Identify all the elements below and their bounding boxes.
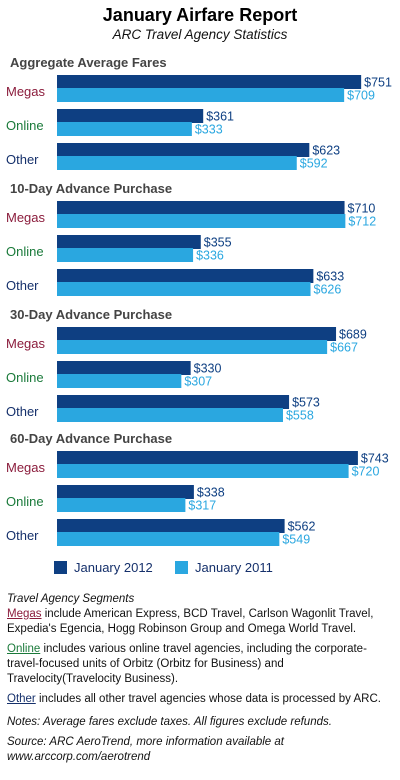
megas-note-text: include American Express, BCD Travel, Ca… <box>7 608 374 635</box>
online-note-text: includes various online travel agencies,… <box>7 643 367 685</box>
bar-30-day-advance-purchase-megas-january-2012 <box>57 327 337 341</box>
data-label-60-day-advance-purchase-megas-january-2012: $743 <box>361 452 389 466</box>
bar-60-day-advance-purchase-online-january-2011 <box>57 498 186 512</box>
data-label-10-day-advance-purchase-online-january-2011: $336 <box>196 249 224 263</box>
megas-note-name: Megas <box>7 608 42 620</box>
bar-chart: Aggregate Average Fares Megas $751$709 Onli… <box>6 55 392 575</box>
data-label-aggregate-average-fares-online-january-2012: $361 <box>206 110 234 124</box>
bar-60-day-advance-purchase-online-january-2012 <box>57 485 194 499</box>
bar-aggregate-average-fares-online-january-2012 <box>57 109 204 123</box>
segments-heading: Travel Agency Segments <box>7 593 135 605</box>
legend-label-january-2011: January 2011 <box>195 560 273 575</box>
bar-aggregate-average-fares-megas-january-2012 <box>57 75 362 89</box>
group-title-aggregate-average-fares: Aggregate Average Fares <box>10 55 167 70</box>
bar-60-day-advance-purchase-megas-january-2011 <box>57 464 349 478</box>
bar-30-day-advance-purchase-megas-january-2011 <box>57 340 328 354</box>
bar-10-day-advance-purchase-other-january-2011 <box>57 282 311 296</box>
data-label-30-day-advance-purchase-online-january-2011: $307 <box>184 375 212 389</box>
category-label-online: Online <box>6 370 44 385</box>
data-label-30-day-advance-purchase-megas-january-2012: $689 <box>339 328 367 342</box>
bar-60-day-advance-purchase-megas-january-2012 <box>57 451 358 465</box>
data-label-10-day-advance-purchase-other-january-2012: $633 <box>316 270 344 284</box>
other-note: Other includes all other travel agencies… <box>7 692 397 707</box>
data-label-aggregate-average-fares-megas-january-2011: $709 <box>347 89 375 103</box>
data-label-60-day-advance-purchase-other-january-2011: $549 <box>282 533 310 547</box>
data-label-10-day-advance-purchase-megas-january-2011: $712 <box>348 215 376 229</box>
online-note: Online includes various online travel ag… <box>7 642 397 687</box>
source-line-2: www.arccorp.com/aerotrend <box>7 751 151 763</box>
bar-60-day-advance-purchase-other-january-2012 <box>57 519 285 533</box>
bar-10-day-advance-purchase-other-january-2012 <box>57 269 314 283</box>
data-label-30-day-advance-purchase-other-january-2011: $558 <box>286 409 314 423</box>
group-title-10-day-advance-purchase: 10-Day Advance Purchase <box>10 181 172 196</box>
data-label-30-day-advance-purchase-online-january-2012: $330 <box>194 362 222 376</box>
bar-30-day-advance-purchase-other-january-2012 <box>57 395 290 409</box>
category-label-online: Online <box>6 494 44 509</box>
legend-label-january-2012: January 2012 <box>74 560 153 575</box>
bar-10-day-advance-purchase-megas-january-2011 <box>57 214 346 228</box>
bar-10-day-advance-purchase-online-january-2012 <box>57 235 201 249</box>
category-label-online: Online <box>6 244 44 259</box>
data-label-10-day-advance-purchase-other-january-2011: $626 <box>314 283 342 297</box>
category-label-online: Online <box>6 118 44 133</box>
legend-swatch-january-2011 <box>175 561 188 574</box>
group-title-60-day-advance-purchase: 60-Day Advance Purchase <box>10 431 172 446</box>
data-label-aggregate-average-fares-other-january-2012: $623 <box>312 144 340 158</box>
bar-10-day-advance-purchase-online-january-2011 <box>57 248 194 262</box>
data-label-60-day-advance-purchase-online-january-2011: $317 <box>188 499 216 513</box>
megas-note: Megas include American Express, BCD Trav… <box>7 607 397 637</box>
source-note: Source: ARC AeroTrend, more information … <box>7 735 397 765</box>
data-label-30-day-advance-purchase-other-january-2012: $573 <box>292 396 320 410</box>
notes-block: Travel Agency Segments Megas include Ame… <box>7 592 397 765</box>
bar-aggregate-average-fares-other-january-2012 <box>57 143 310 157</box>
data-label-60-day-advance-purchase-online-january-2012: $338 <box>197 486 225 500</box>
data-label-aggregate-average-fares-other-january-2011: $592 <box>300 157 328 171</box>
category-label-megas: Megas <box>6 336 46 351</box>
category-label-other: Other <box>6 152 39 167</box>
other-note-text: includes all other travel agencies whose… <box>35 693 381 705</box>
bar-aggregate-average-fares-megas-january-2011 <box>57 88 345 102</box>
category-label-other: Other <box>6 528 39 543</box>
chart-subtitle: ARC Travel Agency Statistics <box>112 27 288 42</box>
category-label-megas: Megas <box>6 210 46 225</box>
category-label-other: Other <box>6 404 39 419</box>
group-title-30-day-advance-purchase: 30-Day Advance Purchase <box>10 307 172 322</box>
disclaimer-note: Notes: Average fares exclude taxes. All … <box>7 716 332 728</box>
category-label-megas: Megas <box>6 460 46 475</box>
legend-swatch-january-2012 <box>54 561 67 574</box>
bar-30-day-advance-purchase-online-january-2011 <box>57 374 182 388</box>
data-label-aggregate-average-fares-megas-january-2012: $751 <box>364 76 392 90</box>
bar-aggregate-average-fares-other-january-2011 <box>57 156 297 170</box>
other-note-name: Other <box>7 693 36 705</box>
data-label-60-day-advance-purchase-megas-january-2011: $720 <box>352 465 380 479</box>
chart-title: January Airfare Report <box>102 5 298 25</box>
source-line-1: Source: ARC AeroTrend, more information … <box>7 736 284 748</box>
bar-10-day-advance-purchase-megas-january-2012 <box>57 201 345 215</box>
data-label-aggregate-average-fares-online-january-2011: $333 <box>195 123 223 137</box>
bar-30-day-advance-purchase-other-january-2011 <box>57 408 283 422</box>
data-label-10-day-advance-purchase-megas-january-2012: $710 <box>348 202 376 216</box>
data-label-30-day-advance-purchase-megas-january-2011: $667 <box>330 341 358 355</box>
category-label-megas: Megas <box>6 84 46 99</box>
bar-aggregate-average-fares-online-january-2011 <box>57 122 192 136</box>
category-label-other: Other <box>6 278 39 293</box>
bar-60-day-advance-purchase-other-january-2011 <box>57 532 280 546</box>
data-label-60-day-advance-purchase-other-january-2012: $562 <box>288 520 316 534</box>
online-note-name: Online <box>7 643 41 655</box>
data-label-10-day-advance-purchase-online-january-2012: $355 <box>204 236 232 250</box>
bar-30-day-advance-purchase-online-january-2012 <box>57 361 191 375</box>
